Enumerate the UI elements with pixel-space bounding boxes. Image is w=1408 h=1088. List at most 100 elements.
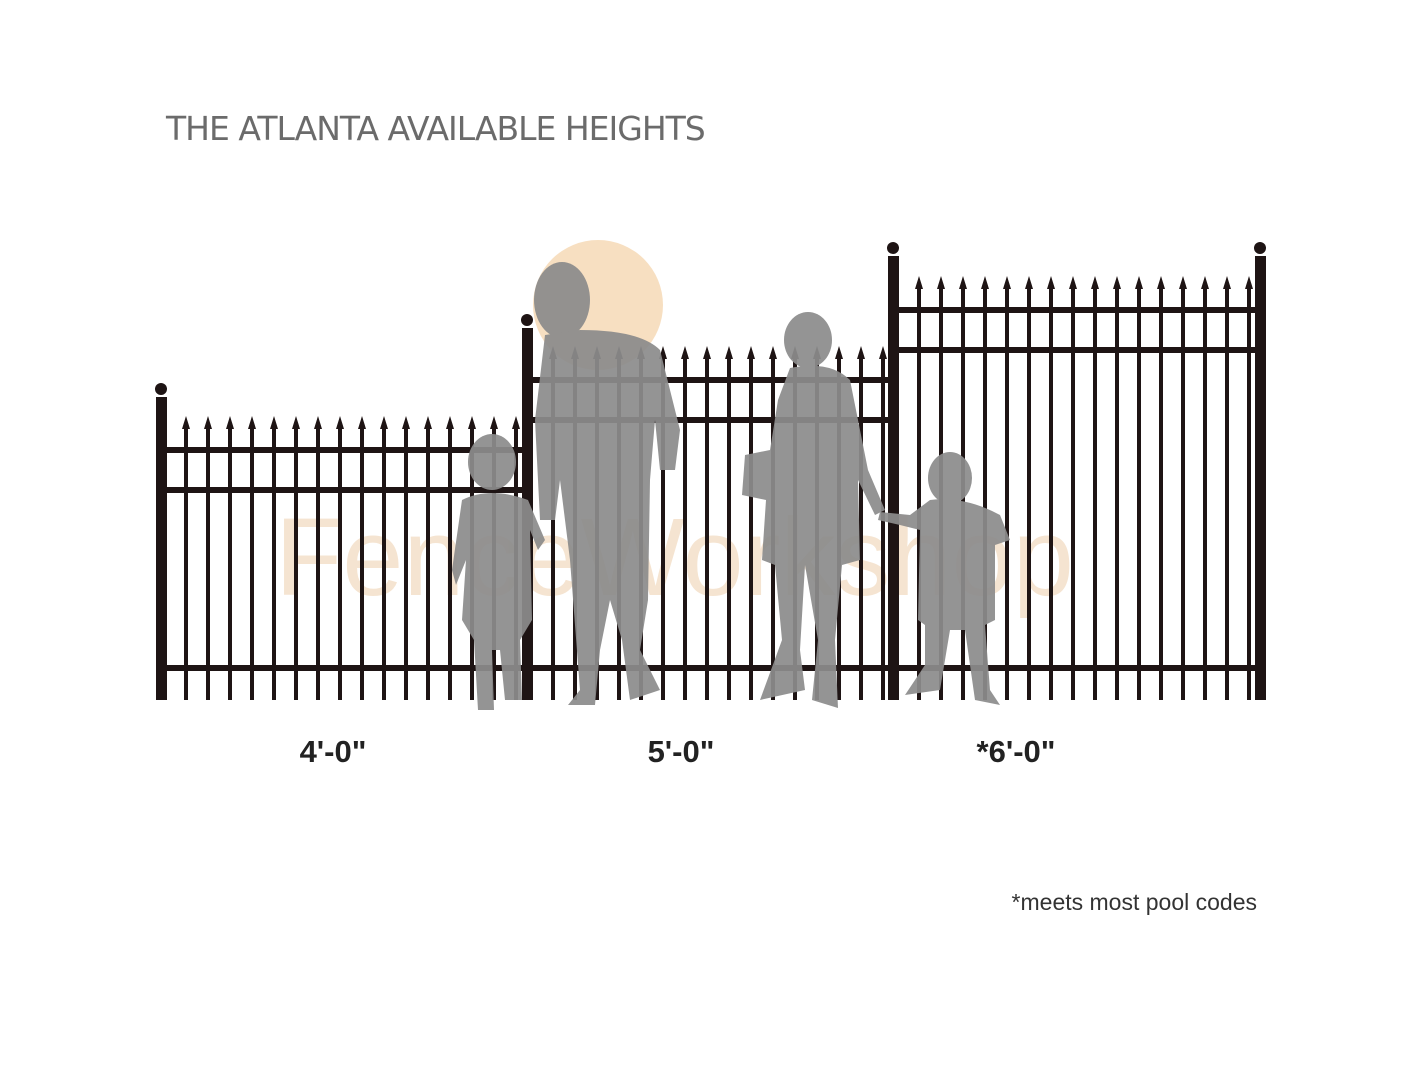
silhouettes (452, 262, 1010, 710)
finial (1113, 276, 1121, 289)
picket (272, 428, 276, 700)
footnote: *meets most pool codes (1012, 889, 1257, 915)
rail (527, 665, 893, 671)
finial (424, 416, 432, 429)
post-cap (521, 314, 533, 326)
picket (1027, 288, 1031, 700)
finial (1025, 276, 1033, 289)
finial (879, 346, 887, 359)
finial (1201, 276, 1209, 289)
finial (1179, 276, 1187, 289)
finial (981, 276, 989, 289)
finial (204, 416, 212, 429)
finial (292, 416, 300, 429)
title: THE ATLANTA AVAILABLE HEIGHTS (165, 109, 705, 148)
rail (160, 487, 527, 493)
picket (1181, 288, 1185, 700)
finial (725, 346, 733, 359)
finial (468, 416, 476, 429)
picket (404, 428, 408, 700)
picket (1115, 288, 1119, 700)
finial (226, 416, 234, 429)
rail (893, 307, 1260, 313)
picket (382, 428, 386, 700)
finial (1157, 276, 1165, 289)
picket (727, 358, 731, 700)
fences (155, 242, 1266, 700)
finial (182, 416, 190, 429)
child-silhouette (452, 434, 545, 710)
finial (1069, 276, 1077, 289)
rail (527, 377, 893, 383)
finial (937, 276, 945, 289)
height-label: 5'-0" (648, 734, 715, 769)
height-label: 4'-0" (300, 734, 367, 769)
picket (859, 358, 863, 700)
picket (250, 428, 254, 700)
post (156, 397, 167, 700)
finial (402, 416, 410, 429)
picket (705, 358, 709, 700)
finial (769, 346, 777, 359)
post (1255, 256, 1266, 700)
picket (917, 288, 921, 700)
finial (681, 346, 689, 359)
finial (270, 416, 278, 429)
picket (228, 428, 232, 700)
picket (749, 358, 753, 700)
picket (1049, 288, 1053, 700)
finial (959, 276, 967, 289)
picket (881, 358, 885, 700)
picket (338, 428, 342, 700)
picket (426, 428, 430, 700)
picket (683, 358, 687, 700)
finial (703, 346, 711, 359)
picket (1093, 288, 1097, 700)
height-label: *6'-0" (977, 734, 1056, 769)
finial (1223, 276, 1231, 289)
picket (448, 428, 452, 700)
picket (1005, 288, 1009, 700)
finial (314, 416, 322, 429)
finial (857, 346, 865, 359)
picket (983, 288, 987, 700)
picket (1159, 288, 1163, 700)
finial (380, 416, 388, 429)
finial (747, 346, 755, 359)
picket (360, 428, 364, 700)
picket (1225, 288, 1229, 700)
finial (446, 416, 454, 429)
picket (661, 358, 665, 700)
post-cap (1254, 242, 1266, 254)
picket (551, 358, 555, 700)
picket (1071, 288, 1075, 700)
post-cap (155, 383, 167, 395)
child-silhouette (878, 452, 1010, 705)
finial (358, 416, 366, 429)
picket (1137, 288, 1141, 700)
finial (336, 416, 344, 429)
picket (1203, 288, 1207, 700)
rail (893, 347, 1260, 353)
finial (1135, 276, 1143, 289)
rail (527, 417, 893, 423)
rail (160, 665, 527, 671)
finial (248, 416, 256, 429)
picket (294, 428, 298, 700)
picket (1247, 288, 1251, 700)
adult-silhouette (534, 262, 680, 705)
finial (512, 416, 520, 429)
rail (893, 665, 1260, 671)
picket (316, 428, 320, 700)
finial (1245, 276, 1253, 289)
picket (184, 428, 188, 700)
post-cap (887, 242, 899, 254)
post (888, 256, 899, 700)
finial (1003, 276, 1011, 289)
rail (160, 447, 527, 453)
picket (206, 428, 210, 700)
finial (490, 416, 498, 429)
